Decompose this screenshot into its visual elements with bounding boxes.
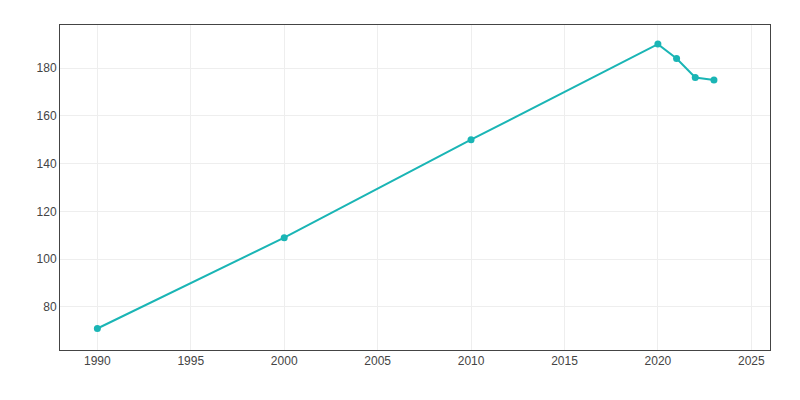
svg-text:1990: 1990 — [84, 354, 111, 368]
svg-text:2020: 2020 — [645, 354, 672, 368]
svg-text:2005: 2005 — [364, 354, 391, 368]
svg-text:2015: 2015 — [551, 354, 578, 368]
svg-text:2010: 2010 — [458, 354, 485, 368]
svg-text:100: 100 — [37, 252, 57, 266]
svg-text:80: 80 — [43, 300, 57, 314]
svg-text:180: 180 — [37, 61, 57, 75]
svg-text:2000: 2000 — [271, 354, 298, 368]
svg-text:120: 120 — [37, 205, 57, 219]
svg-text:2025: 2025 — [738, 354, 765, 368]
svg-text:140: 140 — [37, 157, 57, 171]
svg-text:1995: 1995 — [177, 354, 204, 368]
svg-text:160: 160 — [37, 109, 57, 123]
